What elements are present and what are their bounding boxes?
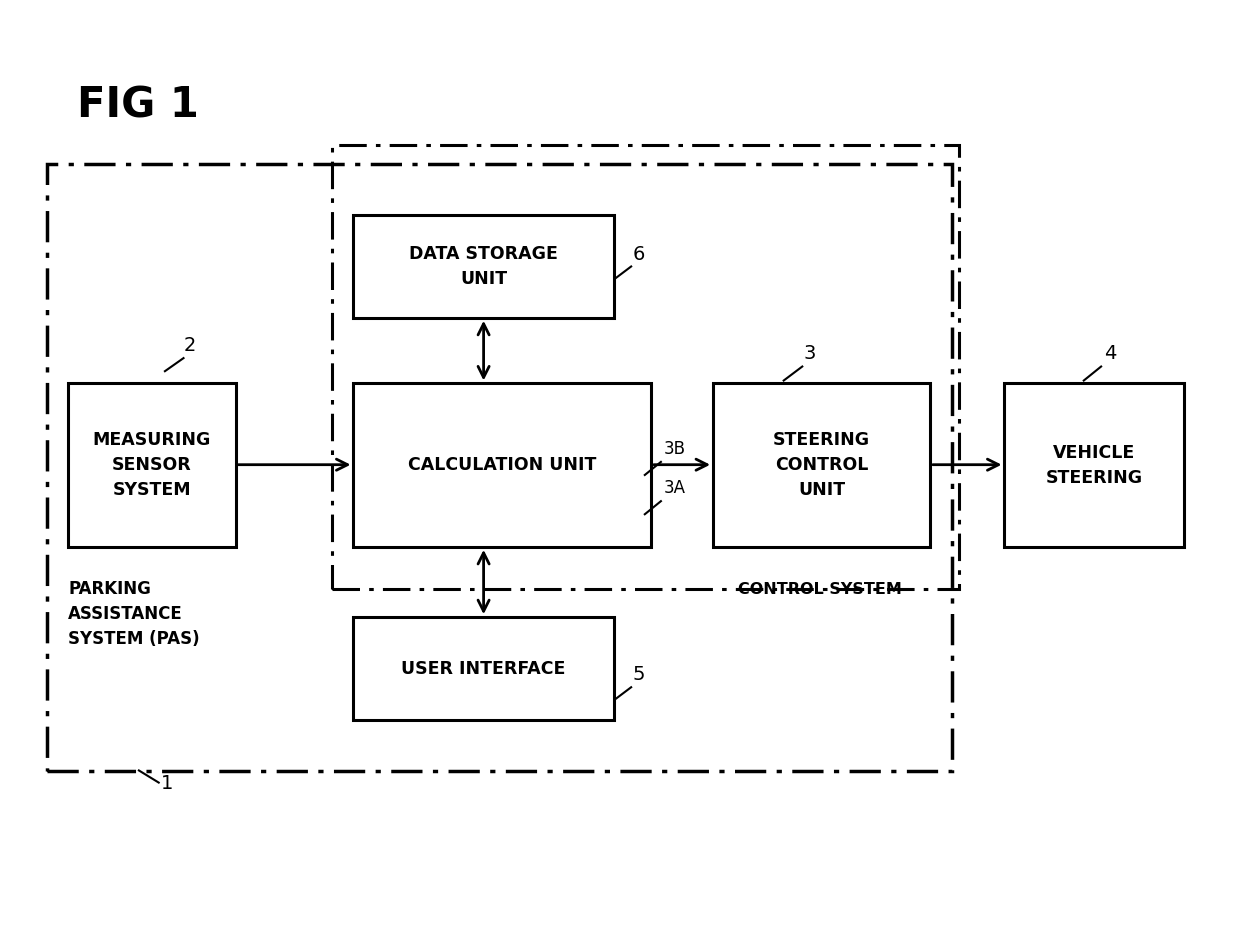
Text: STEERING
CONTROL
UNIT: STEERING CONTROL UNIT <box>773 431 870 499</box>
Bar <box>353 383 651 547</box>
Text: MEASURING
SENSOR
SYSTEM: MEASURING SENSOR SYSTEM <box>93 431 211 499</box>
Bar <box>68 383 236 547</box>
Bar <box>353 215 614 318</box>
Text: 3A: 3A <box>663 480 686 497</box>
Bar <box>353 617 614 720</box>
Text: 3: 3 <box>804 344 816 363</box>
Text: 6: 6 <box>632 245 645 264</box>
Text: 4: 4 <box>1104 344 1116 363</box>
Text: FIG 1: FIG 1 <box>77 84 198 126</box>
Text: VEHICLE
STEERING: VEHICLE STEERING <box>1045 444 1143 486</box>
Text: USER INTERFACE: USER INTERFACE <box>402 659 565 678</box>
Bar <box>1004 383 1184 547</box>
Text: 5: 5 <box>632 666 645 684</box>
Text: CONTROL SYSTEM: CONTROL SYSTEM <box>738 582 901 597</box>
Text: 3B: 3B <box>663 440 686 458</box>
Text: 2: 2 <box>184 337 196 355</box>
Text: PARKING
ASSISTANCE
SYSTEM (PAS): PARKING ASSISTANCE SYSTEM (PAS) <box>68 580 200 648</box>
Bar <box>713 383 930 547</box>
Text: CALCULATION UNIT: CALCULATION UNIT <box>408 456 596 474</box>
Text: DATA STORAGE
UNIT: DATA STORAGE UNIT <box>409 245 558 288</box>
Text: 1: 1 <box>161 774 174 793</box>
